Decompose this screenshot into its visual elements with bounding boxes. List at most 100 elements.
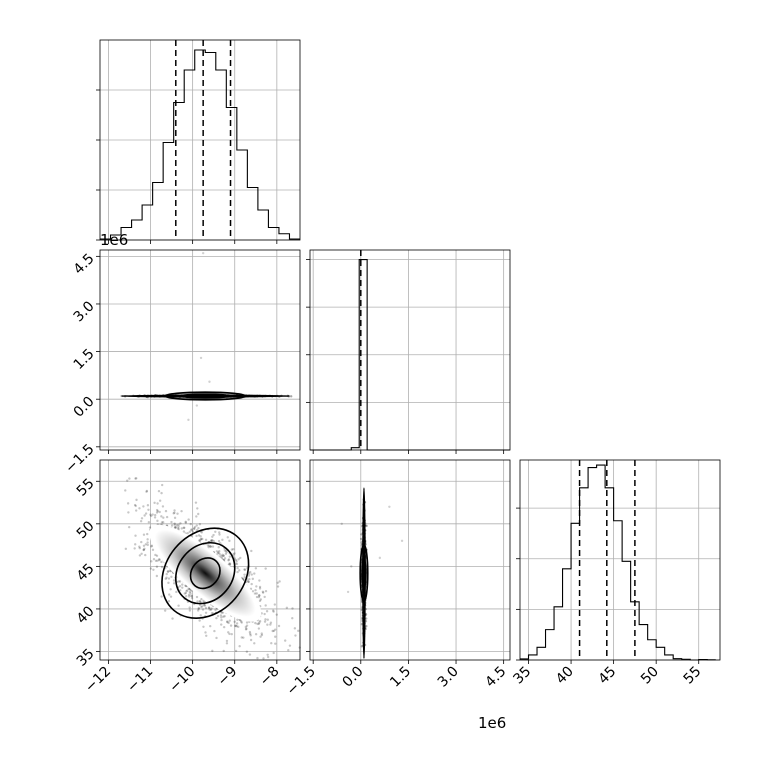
sample-point — [226, 536, 229, 539]
sample-point — [187, 587, 190, 590]
sample-point — [169, 588, 172, 591]
sample-point — [221, 553, 224, 557]
sample-point — [359, 537, 363, 541]
sample-point — [181, 586, 184, 589]
sample-point — [273, 603, 277, 606]
sample-point — [277, 624, 281, 628]
sample-point — [184, 591, 188, 595]
sample-point — [210, 612, 214, 615]
sample-point — [264, 604, 267, 607]
sample-point — [249, 638, 253, 642]
sample-point — [256, 656, 259, 660]
sample-point — [199, 614, 202, 617]
sample-point — [160, 491, 163, 495]
sample-point — [222, 625, 226, 629]
sample-point — [158, 558, 161, 562]
sample-point — [212, 533, 215, 537]
sample-point — [239, 556, 242, 560]
panel-frame — [309, 459, 511, 661]
tick-label-x: 35 — [510, 664, 534, 688]
sample-point — [272, 610, 275, 613]
sample-point — [232, 548, 235, 551]
sample-point — [146, 538, 149, 541]
sample-point — [254, 588, 257, 592]
sample-point — [223, 557, 227, 560]
sample-point — [200, 537, 203, 541]
sample-point — [244, 625, 248, 629]
sample-point — [264, 567, 267, 570]
sample-point — [259, 598, 263, 601]
sample-point — [195, 595, 199, 599]
sample-point — [186, 589, 189, 592]
sample-point — [247, 580, 250, 584]
sample-point — [209, 545, 212, 548]
sample-point — [251, 577, 255, 581]
sample-point — [193, 527, 196, 531]
sample-point — [249, 634, 252, 637]
panel-hist-param3: 35 40 45 50 55 — [510, 459, 721, 688]
sample-point — [223, 615, 226, 618]
sample-point — [190, 594, 193, 597]
sample-point — [250, 582, 253, 586]
sample-point — [177, 523, 180, 526]
sample-point — [181, 583, 184, 586]
sample-point — [202, 599, 205, 603]
sample-point — [177, 604, 180, 607]
sample-point — [165, 515, 169, 519]
sample-point — [272, 629, 276, 633]
sample-point — [152, 568, 155, 571]
sample-point — [218, 533, 221, 536]
offset-label-y: 1e6 — [100, 231, 128, 249]
sample-point — [209, 545, 212, 548]
sample-point — [134, 534, 137, 537]
sample-point — [215, 550, 219, 553]
sample-point — [360, 645, 364, 648]
sample-point — [190, 528, 193, 531]
sample-point — [248, 632, 252, 636]
sample-point — [258, 579, 261, 582]
sample-point — [255, 585, 258, 588]
sample-point — [127, 525, 131, 529]
sample-point — [271, 629, 274, 633]
sample-point — [198, 619, 201, 622]
sample-point — [160, 565, 164, 569]
sample-point — [269, 623, 272, 626]
sample-point — [199, 535, 202, 538]
sample-point — [276, 581, 279, 585]
sample-point — [260, 632, 263, 635]
sample-point — [124, 489, 127, 492]
sample-point — [245, 624, 249, 627]
tick-label-x: 55 — [681, 664, 705, 688]
sample-point — [188, 606, 191, 609]
sample-point — [179, 522, 182, 525]
sample-point — [258, 619, 262, 623]
sample-point — [190, 595, 194, 598]
sample-point — [236, 570, 239, 574]
sample-point — [294, 634, 297, 637]
sample-point — [151, 548, 155, 552]
sample-point — [145, 489, 149, 493]
sample-point — [229, 624, 233, 627]
sample-point — [225, 639, 229, 643]
sample-point — [155, 508, 159, 512]
sample-point — [145, 490, 148, 493]
sample-point — [346, 590, 350, 594]
sample-point — [178, 580, 182, 583]
sample-point — [171, 617, 174, 620]
sample-point — [217, 551, 220, 554]
tick-label-x: −11 — [124, 664, 156, 696]
sample-point — [212, 540, 216, 543]
sample-point — [226, 620, 229, 623]
sample-point — [142, 544, 146, 547]
sample-point — [162, 516, 165, 519]
sample-point — [257, 595, 261, 599]
sample-point — [234, 624, 237, 627]
density-shading — [154, 529, 256, 617]
tick-label-y: 0.0 — [71, 394, 98, 421]
sample-point — [221, 611, 225, 614]
sample-point — [183, 526, 186, 529]
sample-point — [248, 630, 252, 634]
sample-point — [253, 642, 256, 645]
panel-scatter-p2-p3: −1.5 0.0 1.5 3.0 4.5 — [284, 459, 511, 699]
sample-point — [184, 520, 187, 524]
